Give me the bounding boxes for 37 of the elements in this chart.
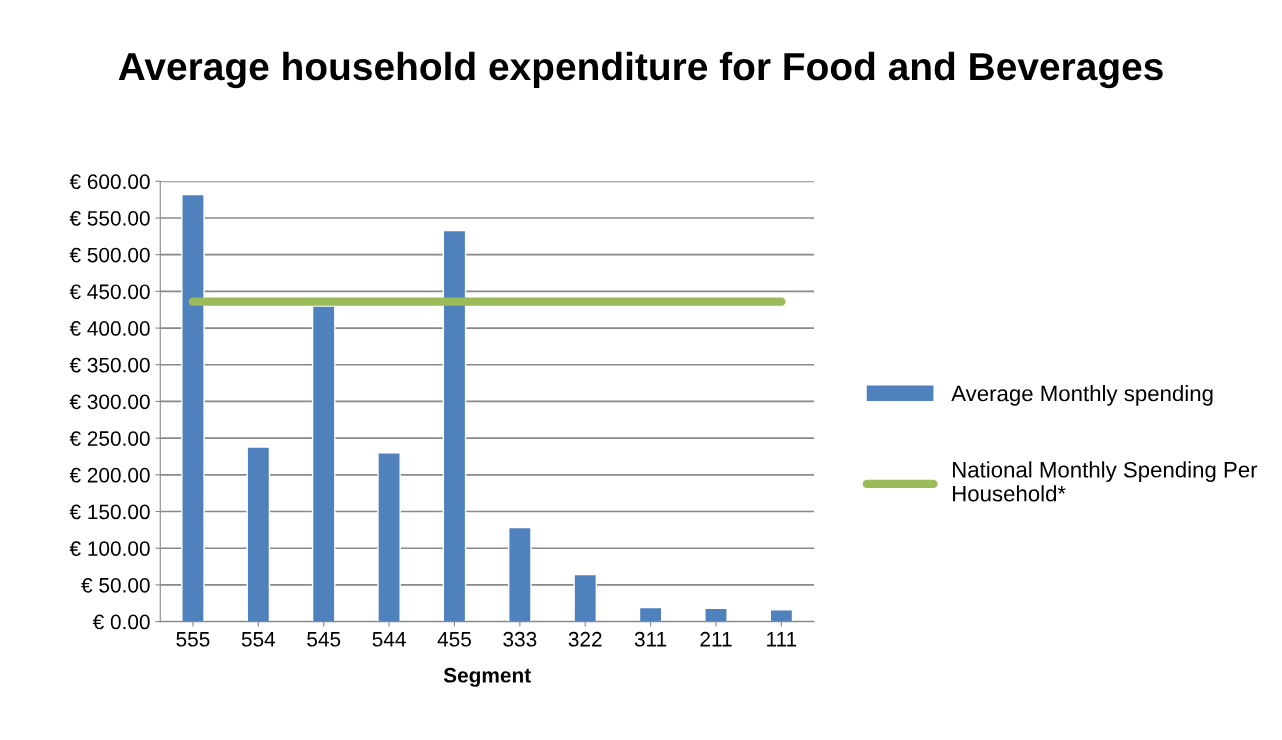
y-tick-label: € 50.00: [81, 577, 150, 593]
y-tick-label: € 550.00: [69, 210, 150, 226]
x-axis-title: Segment: [443, 667, 531, 687]
bar: [246, 446, 271, 622]
x-tick-label: 333: [503, 631, 537, 647]
y-tick-label: € 300.00: [69, 394, 150, 410]
x-tick-label: 322: [568, 631, 602, 647]
bar: [769, 609, 794, 622]
y-tick-label: € 500.00: [69, 247, 150, 263]
x-tick-label: 311: [634, 631, 667, 647]
y-tick-label: € 450.00: [69, 284, 150, 300]
chart-title: Average household expenditure for Food and Beverages: [118, 51, 1163, 89]
x-tick-label: 545: [307, 632, 341, 647]
legend-label: Average Monthly spending: [951, 385, 1213, 406]
y-tick-label: € 350.00: [69, 357, 150, 373]
legend-label: National Monthly Spending Per Household*: [953, 461, 1258, 502]
bar: [508, 526, 532, 622]
y-tick-label: € 250.00: [69, 431, 150, 446]
y-tick-label: € 150.00: [69, 504, 150, 520]
bar: [442, 229, 467, 622]
x-tick-label: 555: [176, 632, 210, 647]
x-tick-label: 554: [241, 632, 276, 647]
x-tick-label: 111: [767, 632, 797, 647]
bar: [638, 606, 663, 622]
y-tick-label: € 400.00: [69, 321, 150, 336]
y-tick-label: € 200.00: [69, 467, 150, 483]
x-tick-label: 211: [700, 631, 732, 647]
bar: [704, 607, 728, 622]
y-tick-label: € 600.00: [69, 174, 150, 190]
x-tick-label: 544: [372, 632, 406, 647]
bar: [377, 452, 401, 622]
y-tick-label: € 0.00: [92, 614, 150, 630]
bar: [181, 193, 205, 622]
bar: [573, 573, 598, 622]
x-tick-label: 455: [437, 632, 471, 647]
bar: [311, 305, 336, 622]
y-tick-label: € 100.00: [69, 541, 150, 556]
